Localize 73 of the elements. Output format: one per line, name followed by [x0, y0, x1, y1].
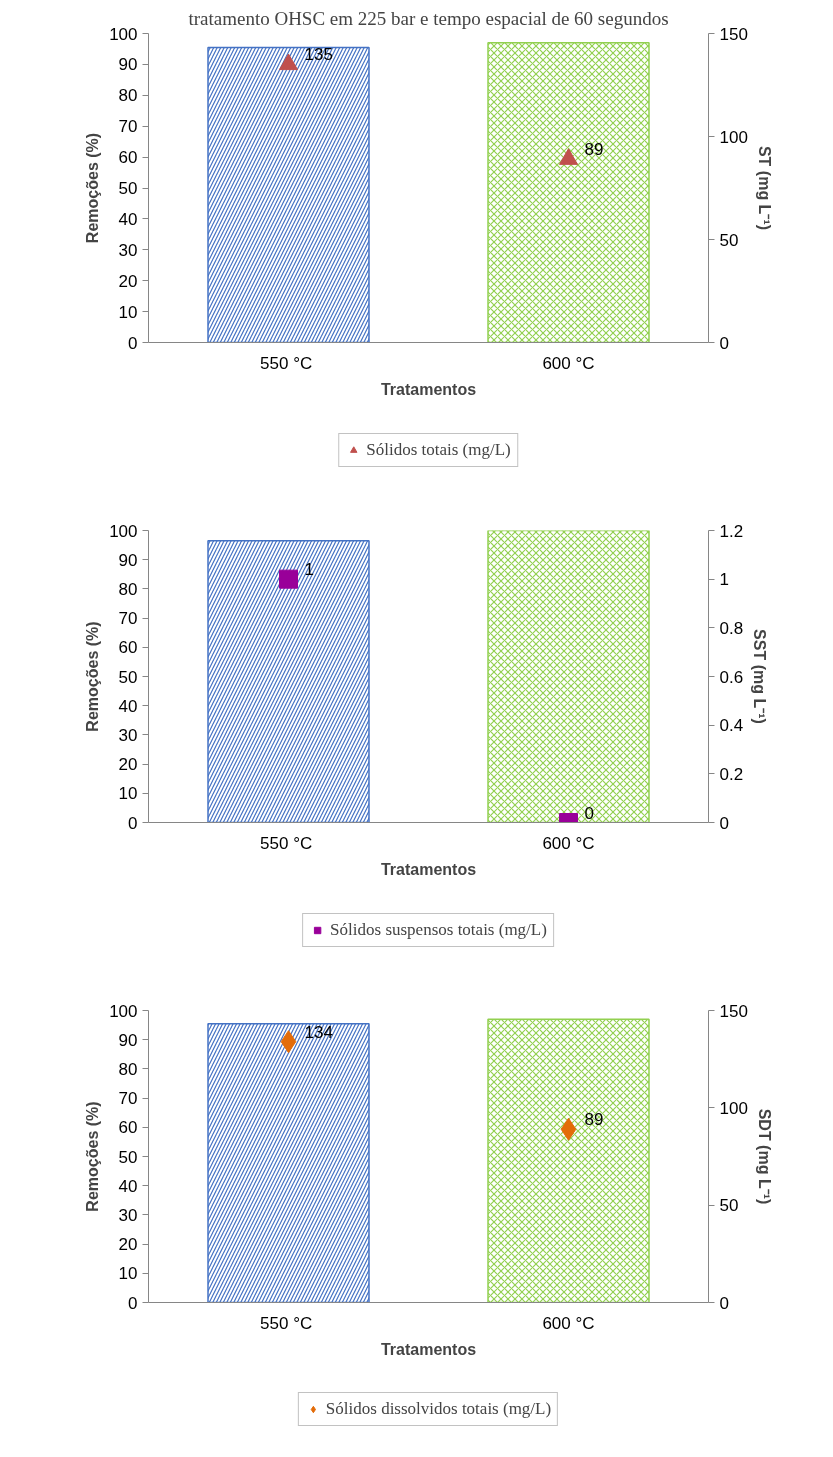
legend-label: Sólidos totais (mg/L) [366, 440, 511, 460]
y-tick-label: 0 [128, 1293, 138, 1313]
y-tick-label: 10 [118, 1264, 138, 1284]
y-tick-label: 30 [118, 725, 138, 745]
y2-tick-label: 50 [719, 1196, 739, 1216]
y-tick-label: 80 [118, 86, 138, 106]
x-tick-label: 550 °C [260, 353, 313, 373]
legend-label: Sólidos dissolvidos totais (mg/L) [325, 1398, 552, 1419]
y-tick-label: 50 [118, 179, 138, 198]
y-tick-label: 70 [118, 117, 138, 137]
legend-label: Sólidos suspensos totais (mg/L) [330, 920, 547, 940]
y-tick-label: 90 [118, 1030, 138, 1050]
y2-tick-label: 1.2 [719, 521, 744, 541]
y-tick-label: 20 [118, 271, 138, 291]
y-tick-label: 100 [109, 521, 138, 541]
x-tick-label: 600 °C [542, 353, 595, 373]
data-label: 89 [584, 140, 604, 160]
y-tick-label: 60 [118, 638, 138, 658]
y2-tick-label: 0.2 [719, 764, 744, 784]
y-tick-label: 80 [118, 1059, 138, 1079]
x-axis-title: Tratamentos [380, 1340, 477, 1358]
data-label: 135 [304, 45, 333, 65]
y-tick-label: 60 [118, 148, 138, 168]
y2-tick-label: 0 [719, 813, 729, 833]
y2-tick-label: 1 [719, 570, 729, 590]
y-tick-label: 0 [128, 813, 138, 833]
data-label: 1 [304, 560, 314, 580]
y-tick-label: 10 [118, 302, 138, 322]
y2-tick-label: 150 [719, 1001, 748, 1021]
x-tick-label: 550 °C [260, 833, 313, 853]
y2-tick-label: 150 [719, 24, 748, 44]
y-tick-label: 70 [118, 609, 138, 629]
y2-tick-label: 0.4 [719, 716, 744, 736]
y-tick-label: 10 [118, 784, 138, 804]
y-tick-label: 40 [118, 1176, 138, 1196]
y-axis-title: Remoções (%) [84, 1101, 102, 1212]
y2-axis-title: SDT (mg L⁻¹) [755, 1108, 773, 1205]
data-label: 89 [584, 1110, 604, 1130]
x-tick-label: 550 °C [260, 1313, 313, 1333]
y-tick-label: 50 [118, 1147, 138, 1167]
x-axis-title: Tratamentos [380, 860, 477, 878]
y-tick-label: 90 [118, 550, 138, 570]
y-axis-title: Remoções (%) [84, 132, 102, 244]
x-tick-label: 600 °C [542, 833, 595, 853]
y2-tick-label: 100 [719, 127, 748, 147]
y-tick-label: 20 [118, 1235, 138, 1255]
x-axis-title: Tratamentos [380, 380, 477, 398]
y-tick-label: 30 [118, 240, 138, 260]
y-tick-label: 30 [118, 1205, 138, 1225]
y-tick-label: 40 [118, 209, 138, 229]
y2-tick-label: 0 [719, 1293, 729, 1313]
y-tick-label: 40 [118, 696, 138, 716]
y-tick-label: 100 [109, 1001, 138, 1021]
y2-tick-label: 50 [719, 230, 739, 250]
chart-title: tratamento OHSC em 225 bar e tempo espacial de 60 segundos [188, 7, 669, 29]
y-tick-label: 100 [109, 24, 138, 44]
x-tick-label: 600 °C [542, 1313, 595, 1333]
y-tick-label: 80 [118, 579, 138, 599]
y2-tick-label: 0.6 [719, 667, 744, 687]
y-tick-label: 60 [118, 1118, 138, 1138]
y2-axis-title: ST (mg L⁻¹) [755, 145, 773, 231]
y2-tick-label: 0.8 [719, 618, 744, 638]
y-tick-label: 50 [118, 667, 138, 687]
data-label: 134 [304, 1022, 333, 1042]
data-label: 0 [584, 803, 594, 823]
y-tick-label: 0 [128, 333, 138, 353]
y2-tick-label: 100 [719, 1098, 748, 1118]
y-tick-label: 20 [118, 755, 138, 775]
y2-axis-title: SST (mg L⁻¹) [751, 629, 769, 724]
y-tick-label: 90 [118, 55, 138, 75]
y-axis-title: Remoções (%) [84, 621, 102, 732]
y-tick-label: 70 [118, 1089, 138, 1109]
y2-tick-label: 0 [719, 333, 729, 353]
